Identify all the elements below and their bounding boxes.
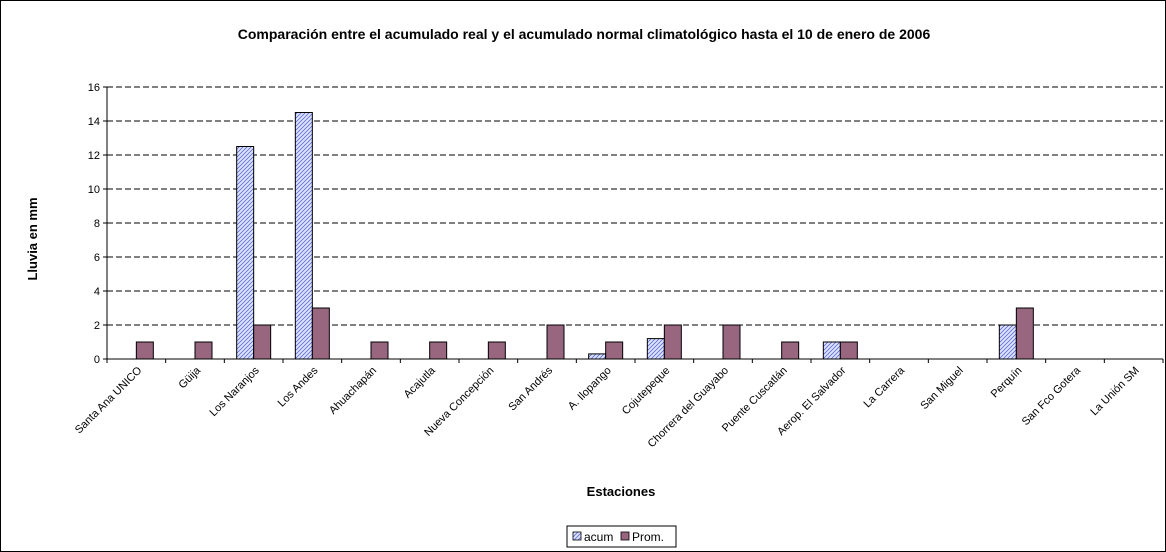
y-tick-label: 0 <box>94 354 100 366</box>
legend: acum Prom. <box>566 525 677 548</box>
x-tick-label: Güija <box>176 364 203 391</box>
legend-label-acum: acum <box>584 530 613 544</box>
bar-prom <box>722 324 741 360</box>
bar-prom <box>311 307 330 360</box>
bar-acum <box>822 341 841 360</box>
y-tick-label: 6 <box>94 252 100 264</box>
bar-prom <box>663 324 682 360</box>
x-tick-label: La Carrera <box>861 364 907 410</box>
bar-acum <box>646 338 665 360</box>
y-tick-label: 10 <box>88 184 100 196</box>
legend-label-prom: Prom. <box>632 530 664 544</box>
x-tick-label: La Unión SM <box>1088 365 1141 418</box>
x-tick-label: Los Andes <box>276 364 321 409</box>
legend-swatch-acum <box>572 531 582 541</box>
x-axis-title: Estaciones <box>587 484 656 499</box>
y-tick-label: 4 <box>94 286 100 298</box>
y-tick-label: 2 <box>94 320 100 332</box>
bar-prom <box>605 341 624 360</box>
x-tick-label: San Fco Gotera <box>1020 364 1084 428</box>
x-tick-label: Acajutla <box>402 364 439 401</box>
bar-prom <box>253 324 272 360</box>
y-tick-label: 8 <box>94 218 100 230</box>
bar-acum <box>236 146 255 360</box>
legend-swatch-prom <box>620 531 630 541</box>
bar-prom <box>1015 307 1034 360</box>
bar-prom <box>370 341 389 360</box>
x-tick-label: A. Ilopango <box>566 365 614 413</box>
x-tick-label: Perquín <box>989 365 1025 401</box>
y-tick-label: 14 <box>88 116 100 128</box>
bar-acum <box>588 353 607 360</box>
x-tick-label: Cojutepeque <box>620 365 673 418</box>
bar-prom <box>781 341 800 360</box>
y-tick-label: 16 <box>88 82 100 94</box>
y-axis-title: Lluvia en mm <box>25 197 40 280</box>
bar-prom <box>546 324 565 360</box>
bar-acum <box>998 324 1017 360</box>
x-tick-label: Santa Ana UNICO <box>73 364 145 436</box>
bar-acum <box>294 112 313 360</box>
x-tick-label: San Andrés <box>506 364 555 413</box>
bar-prom <box>487 341 506 360</box>
bar-prom <box>839 341 858 360</box>
y-tick-label: 12 <box>88 150 100 162</box>
bar-prom <box>135 341 154 360</box>
bar-prom <box>194 341 213 360</box>
x-tick-label: Ahuachapán <box>327 365 379 417</box>
x-tick-label: Los Naranjos <box>207 364 262 419</box>
bar-prom <box>429 341 448 360</box>
chart-title: Comparación entre el acumulado real y el… <box>238 26 931 42</box>
x-tick-label: San Miguel <box>918 365 965 412</box>
